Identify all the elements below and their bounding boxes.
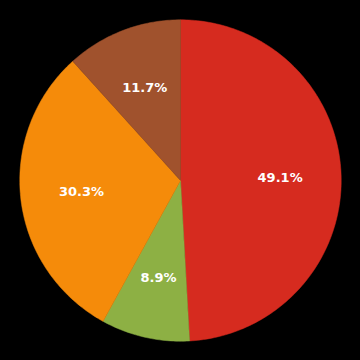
svg-text:8.9%: 8.9% (140, 270, 176, 285)
svg-text:49.1%: 49.1% (258, 170, 303, 185)
svg-text:30.3%: 30.3% (59, 184, 104, 199)
svg-text:11.7%: 11.7% (122, 80, 167, 95)
